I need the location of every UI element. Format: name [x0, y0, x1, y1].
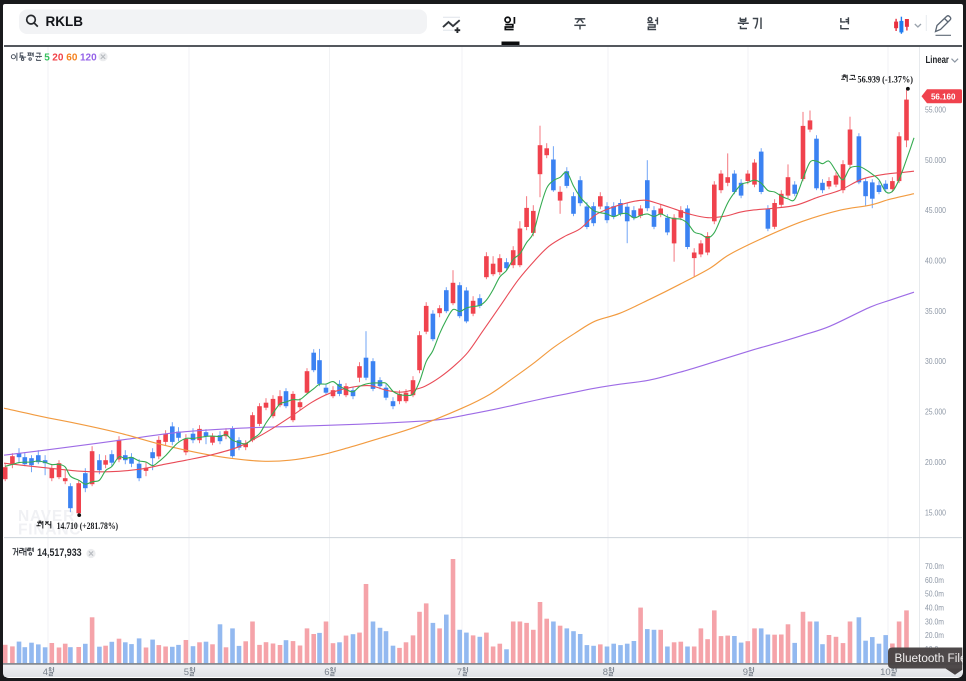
- svg-text:50.000: 50.000: [925, 155, 946, 165]
- svg-text:25.000: 25.000: [925, 406, 946, 416]
- svg-text:35.000: 35.000: [925, 306, 946, 316]
- svg-text:6: 6: [324, 667, 329, 678]
- svg-text:5: 5: [184, 667, 189, 678]
- svg-text:55.000: 55.000: [925, 104, 946, 114]
- svg-text:4: 4: [43, 667, 48, 678]
- svg-text:14,517,933: 14,517,933: [37, 547, 81, 559]
- svg-text:20.000: 20.000: [925, 457, 946, 467]
- svg-text:56.160: 56.160: [931, 91, 956, 101]
- svg-text:7: 7: [457, 667, 462, 678]
- svg-text:20.0m: 20.0m: [925, 630, 944, 640]
- svg-text:30.000: 30.000: [925, 356, 946, 366]
- svg-text:NAVER: NAVER: [18, 508, 75, 525]
- svg-text:60.0m: 60.0m: [925, 575, 944, 585]
- svg-text:10: 10: [880, 667, 891, 678]
- svg-text:60: 60: [66, 52, 78, 63]
- svg-text:8: 8: [603, 667, 608, 678]
- svg-text:56.939 (-1.37%): 56.939 (-1.37%): [857, 74, 912, 85]
- svg-text:5: 5: [44, 52, 50, 63]
- svg-text:120: 120: [80, 52, 97, 63]
- svg-text:20: 20: [52, 52, 64, 63]
- svg-text:14.710 (+281.78%): 14.710 (+281.78%): [57, 521, 118, 532]
- svg-text:45.000: 45.000: [925, 205, 946, 215]
- svg-text:40.0m: 40.0m: [925, 602, 944, 612]
- svg-text:RKLB: RKLB: [46, 14, 84, 29]
- svg-text:40.000: 40.000: [925, 255, 946, 265]
- svg-text:Linear: Linear: [925, 55, 949, 66]
- svg-text:50.0m: 50.0m: [925, 588, 944, 598]
- svg-text:15.000: 15.000: [925, 507, 946, 517]
- svg-text:Bluetooth File: Bluetooth File: [894, 652, 962, 665]
- svg-text:FINANC: FINANC: [18, 521, 81, 538]
- svg-text:9: 9: [743, 667, 748, 678]
- svg-text:70.0m: 70.0m: [925, 561, 944, 571]
- svg-text:30.0m: 30.0m: [925, 616, 944, 626]
